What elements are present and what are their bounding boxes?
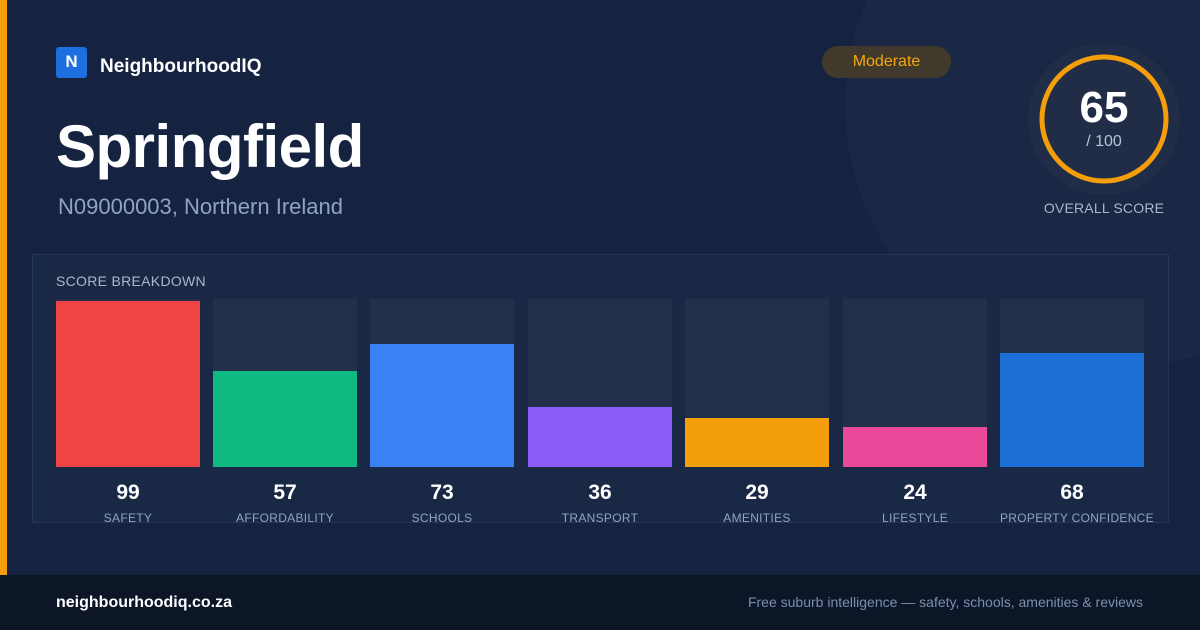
score-bar-amenities: 29 AMENITIES <box>685 299 829 525</box>
score-ring-graphic <box>1039 54 1169 184</box>
score-breakdown-panel: SCORE BREAKDOWN 99 SAFETY 57 AFFORDABILITY 7… <box>32 254 1169 525</box>
bar-fill <box>213 371 357 467</box>
footer-domain: neighbourhoodiq.co.za <box>56 594 232 611</box>
score-bar-affordability: 57 AFFORDABILITY <box>213 299 357 525</box>
area-title: Springfield <box>56 113 364 180</box>
bar-fill <box>685 418 829 467</box>
brand-logo-icon: N <box>56 46 87 78</box>
bar-track <box>1000 299 1144 467</box>
overall-score-value: 65 <box>1079 83 1129 132</box>
bar-value: 29 <box>745 481 769 504</box>
bar-value: 99 <box>116 481 140 504</box>
overall-score-max: / 100 <box>1086 133 1122 150</box>
bar-track <box>213 299 357 467</box>
bar-label: SCHOOLS <box>411 511 473 525</box>
bar-value: 57 <box>273 481 297 504</box>
footer: neighbourhoodiq.co.za Free suburb intell… <box>0 575 1200 630</box>
bar-fill <box>528 407 672 467</box>
bar-track <box>685 299 829 467</box>
score-bar-transport: 36 TRANSPORT <box>528 299 672 525</box>
bar-fill <box>370 344 514 467</box>
bar-fill <box>56 301 200 467</box>
rating-badge: Moderate <box>822 46 951 78</box>
bar-label: AMENITIES <box>723 511 791 525</box>
bar-label: TRANSPORT <box>561 511 639 525</box>
bar-value: 36 <box>588 481 612 504</box>
bar-track <box>56 299 200 467</box>
score-ring-arc <box>1039 54 1169 184</box>
score-bar-lifestyle: 24 LIFESTYLE <box>843 299 987 525</box>
overall-score-label: OVERALL SCORE <box>1043 200 1165 216</box>
footer-tagline: Free suburb intelligence — safety, schoo… <box>747 594 1143 610</box>
score-bar-safety: 99 SAFETY <box>56 299 200 525</box>
bar-label: PROPERTY CONFIDENCE <box>1000 511 1154 525</box>
score-bar-schools: 73 SCHOOLS <box>370 299 514 525</box>
bar-value: 68 <box>1060 481 1084 504</box>
bar-fill <box>843 427 987 467</box>
overall-score-ring: 65 / 100 <box>1028 43 1180 195</box>
bar-label: LIFESTYLE <box>881 511 949 525</box>
bar-value: 73 <box>430 481 454 504</box>
accent-bar <box>0 0 7 575</box>
bar-track <box>528 299 672 467</box>
bar-fill <box>1000 353 1144 467</box>
bar-label: SAFETY <box>103 511 153 525</box>
score-bar-property-confidence: 68 PROPERTY CONFIDENCE <box>1000 299 1154 525</box>
bar-label: AFFORDABILITY <box>236 511 334 525</box>
bar-track <box>843 299 987 467</box>
breakdown-title: SCORE BREAKDOWN <box>56 273 206 289</box>
share-card: N NeighbourhoodIQ Springfield N09000003,… <box>0 0 1180 575</box>
bar-track <box>370 299 514 467</box>
brand-name: NeighbourhoodIQ <box>100 56 262 77</box>
bar-value: 24 <box>903 481 927 504</box>
area-subtitle: N09000003, Northern Ireland <box>58 194 343 219</box>
brand: N NeighbourhoodIQ <box>56 46 261 78</box>
